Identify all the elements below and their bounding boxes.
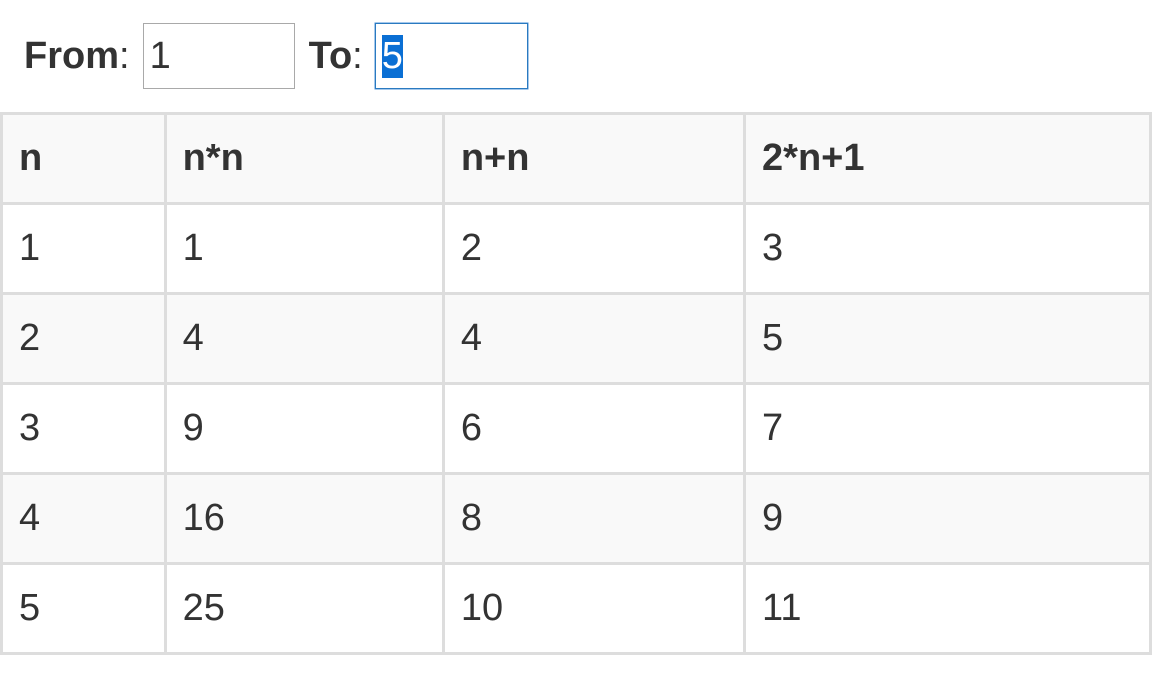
table-cell: 11 — [743, 562, 1152, 655]
to-label: To: — [308, 35, 363, 77]
table-header-row: n n*n n+n 2*n+1 — [0, 112, 1152, 205]
table-cell: 5 — [0, 562, 167, 655]
table-cell: 5 — [743, 292, 1152, 385]
table-cell: 1 — [163, 202, 445, 295]
table-cell: 6 — [441, 382, 747, 475]
table-row: 4 16 8 9 — [0, 472, 1152, 565]
header-n-squared: n*n — [163, 112, 445, 205]
table-cell: 9 — [743, 472, 1152, 565]
table-cell: 10 — [441, 562, 747, 655]
table-cell: 4 — [0, 472, 167, 565]
header-n-plus-n: n+n — [441, 112, 747, 205]
table-cell: 16 — [163, 472, 445, 565]
from-input[interactable] — [142, 23, 295, 89]
range-controls: From: To: — [24, 23, 542, 89]
table-cell: 4 — [441, 292, 747, 385]
table-cell: 3 — [0, 382, 167, 475]
table-row: 3 9 6 7 — [0, 382, 1152, 475]
from-label: From: — [24, 35, 130, 77]
header-n: n — [0, 112, 167, 205]
table-cell: 8 — [441, 472, 747, 565]
table-cell: 7 — [743, 382, 1152, 475]
table-cell: 4 — [163, 292, 445, 385]
table-cell: 9 — [163, 382, 445, 475]
header-two-n-plus-one: 2*n+1 — [743, 112, 1152, 205]
table-cell: 2 — [441, 202, 747, 295]
table-row: 5 25 10 11 — [0, 562, 1152, 655]
results-table: n n*n n+n 2*n+1 1 1 2 3 2 4 4 5 3 9 6 7 … — [0, 112, 1152, 655]
table-row: 2 4 4 5 — [0, 292, 1152, 385]
table-cell: 3 — [743, 202, 1152, 295]
to-input[interactable] — [374, 23, 528, 89]
table-cell: 2 — [0, 292, 167, 385]
table-cell: 1 — [0, 202, 167, 295]
table-row: 1 1 2 3 — [0, 202, 1152, 295]
table-cell: 25 — [163, 562, 445, 655]
